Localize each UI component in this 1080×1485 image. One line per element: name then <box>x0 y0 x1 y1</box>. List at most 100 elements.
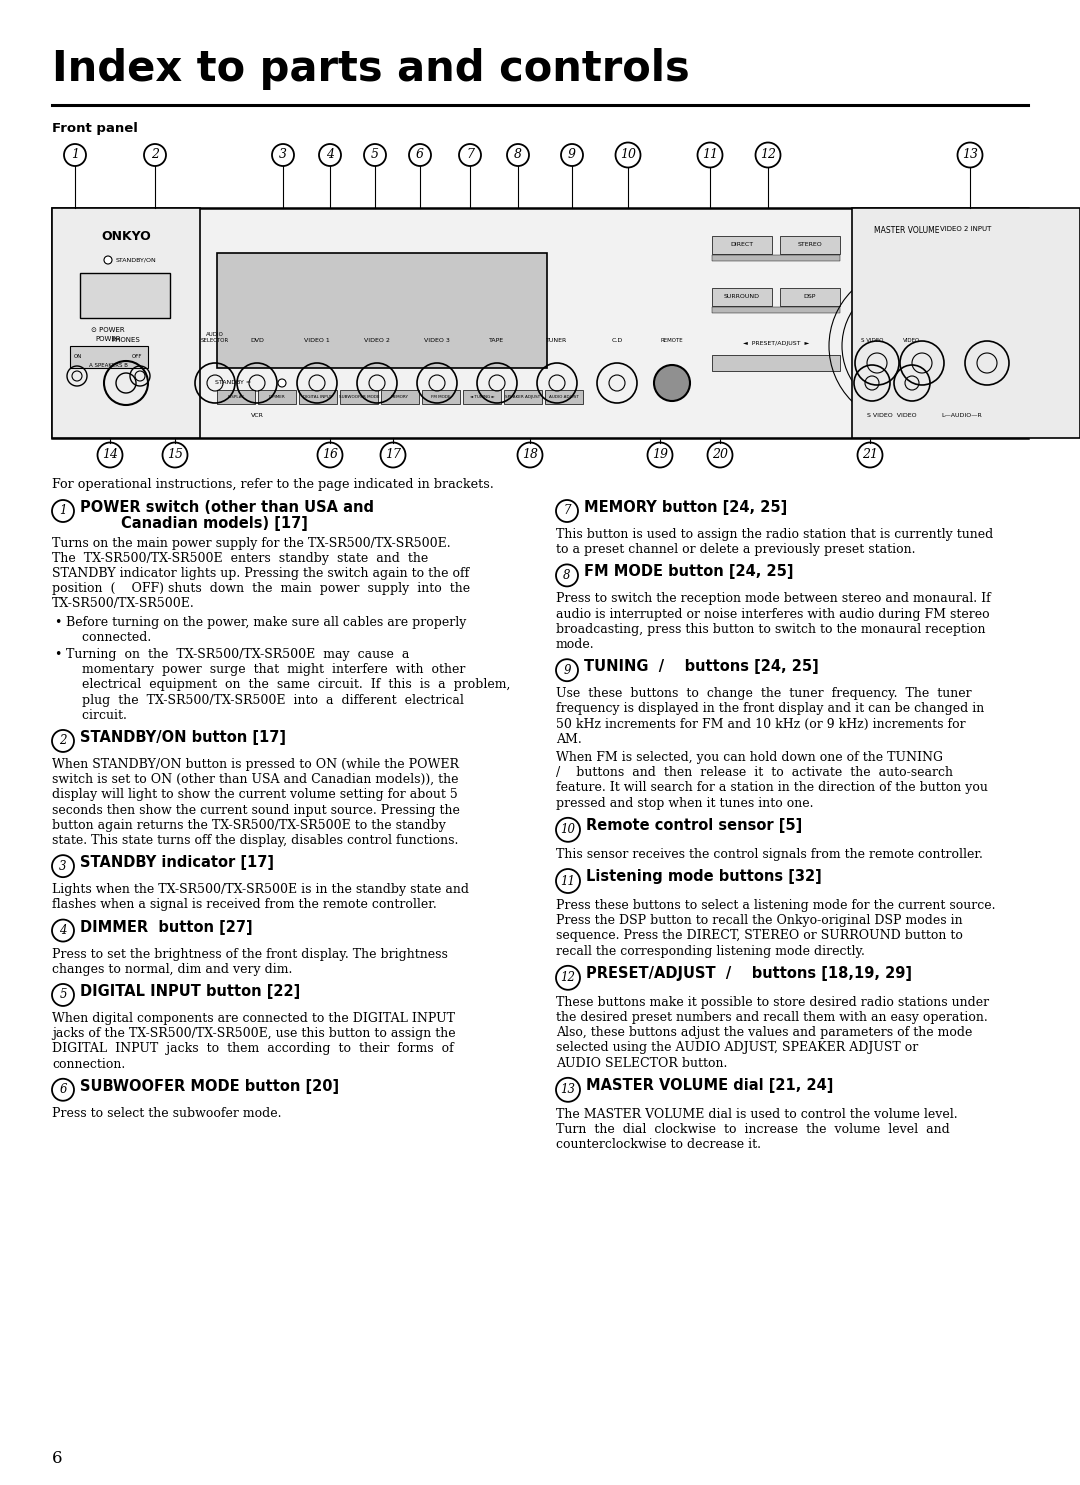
Text: STANDBY/ON button [17]: STANDBY/ON button [17] <box>80 731 286 745</box>
Text: 20: 20 <box>712 448 728 462</box>
Text: C.D: C.D <box>611 339 623 343</box>
Text: ⊙ POWER: ⊙ POWER <box>91 327 125 333</box>
Text: SURROUND: SURROUND <box>724 294 760 300</box>
Text: 15: 15 <box>167 448 183 462</box>
Text: PRESET/ADJUST  /    buttons [18,19, 29]: PRESET/ADJUST / buttons [18,19, 29] <box>586 965 912 980</box>
Text: When STANDBY/ON button is pressed to ON (while the POWER: When STANDBY/ON button is pressed to ON … <box>52 757 459 771</box>
Text: STEREO: STEREO <box>798 242 822 248</box>
Text: mode.: mode. <box>556 639 595 650</box>
Text: display will light to show the current volume setting for about 5: display will light to show the current v… <box>52 789 458 802</box>
Text: DIGITAL INPUT button [22]: DIGITAL INPUT button [22] <box>80 985 300 999</box>
Text: 2: 2 <box>151 148 159 162</box>
Text: switch is set to ON (other than USA and Canadian models)), the: switch is set to ON (other than USA and … <box>52 774 459 786</box>
Text: S VIDEO  VIDEO: S VIDEO VIDEO <box>867 413 917 417</box>
Circle shape <box>104 255 112 264</box>
Text: 6: 6 <box>59 1083 67 1096</box>
Text: 7: 7 <box>564 505 570 517</box>
Text: changes to normal, dim and very dim.: changes to normal, dim and very dim. <box>52 962 293 976</box>
Text: L—AUDIO—R: L—AUDIO—R <box>942 413 983 417</box>
Text: audio is interrupted or noise interferes with audio during FM stereo: audio is interrupted or noise interferes… <box>556 607 989 621</box>
Text: Use  these  buttons  to  change  the  tuner  frequency.  The  tuner: Use these buttons to change the tuner fr… <box>556 688 972 701</box>
Bar <box>712 355 840 371</box>
Text: MASTER VOLUME: MASTER VOLUME <box>874 226 940 235</box>
Text: 14: 14 <box>102 448 118 462</box>
Text: TX-SR500/TX-SR500E.: TX-SR500/TX-SR500E. <box>52 597 194 610</box>
Text: 18: 18 <box>522 448 538 462</box>
Text: TUNING  /    buttons [24, 25]: TUNING / buttons [24, 25] <box>584 659 819 674</box>
Bar <box>780 288 840 306</box>
Bar <box>381 391 419 404</box>
Text: AUDIO SELECTOR button.: AUDIO SELECTOR button. <box>556 1057 727 1069</box>
Text: POWER: POWER <box>95 336 121 342</box>
Text: Turning  on  the  TX-SR500/TX-SR500E  may  cause  a: Turning on the TX-SR500/TX-SR500E may ca… <box>66 647 409 661</box>
Text: MASTER VOLUME dial [21, 24]: MASTER VOLUME dial [21, 24] <box>586 1078 834 1093</box>
Bar <box>545 391 583 404</box>
Text: FM MODE button [24, 25]: FM MODE button [24, 25] <box>584 564 794 579</box>
Text: ONKYO: ONKYO <box>102 230 151 244</box>
Text: state. This state turns off the display, disables control functions.: state. This state turns off the display,… <box>52 835 458 846</box>
Text: Turns on the main power supply for the TX-SR500/TX-SR500E.: Turns on the main power supply for the T… <box>52 536 450 549</box>
Text: VCR: VCR <box>251 413 264 417</box>
Text: For operational instructions, refer to the page indicated in brackets.: For operational instructions, refer to t… <box>52 478 494 492</box>
Text: 11: 11 <box>561 875 576 888</box>
Text: circuit.: circuit. <box>66 708 126 722</box>
Bar <box>712 255 840 261</box>
Text: VIDEO: VIDEO <box>903 339 920 343</box>
Text: sequence. Press the DIRECT, STEREO or SURROUND button to: sequence. Press the DIRECT, STEREO or SU… <box>556 930 963 943</box>
Text: Lights when the TX-SR500/TX-SR500E is in the standby state and: Lights when the TX-SR500/TX-SR500E is in… <box>52 884 469 895</box>
Text: The MASTER VOLUME dial is used to control the volume level.: The MASTER VOLUME dial is used to contro… <box>556 1108 958 1121</box>
Text: counterclockwise to decrease it.: counterclockwise to decrease it. <box>556 1138 761 1151</box>
Text: 9: 9 <box>568 148 576 162</box>
Text: 10: 10 <box>620 148 636 162</box>
Text: 5: 5 <box>59 989 67 1001</box>
Bar <box>80 273 170 318</box>
Text: 4: 4 <box>59 924 67 937</box>
Text: frequency is displayed in the front display and it can be changed in: frequency is displayed in the front disp… <box>556 702 984 716</box>
Text: STANDBY indicator [17]: STANDBY indicator [17] <box>80 855 274 870</box>
Text: •: • <box>54 647 62 661</box>
Bar <box>712 288 772 306</box>
Text: 6: 6 <box>416 148 424 162</box>
Text: FM MODE: FM MODE <box>431 395 450 399</box>
Text: ON: ON <box>75 355 82 359</box>
Text: DIGITAL INPUT: DIGITAL INPUT <box>303 395 333 399</box>
Text: to a preset channel or delete a previously preset station.: to a preset channel or delete a previous… <box>556 544 916 557</box>
Text: 2: 2 <box>59 735 67 747</box>
Text: 10: 10 <box>561 823 576 836</box>
Text: This sensor receives the control signals from the remote controller.: This sensor receives the control signals… <box>556 848 983 861</box>
Text: /    buttons  and  then  release  it  to  activate  the  auto-search: / buttons and then release it to activat… <box>556 766 953 780</box>
Text: AUDIO
SELECTOR: AUDIO SELECTOR <box>201 333 229 343</box>
Text: position  (    OFF) shuts  down  the  main  power  supply  into  the: position ( OFF) shuts down the main powe… <box>52 582 470 595</box>
Text: A SPEAKERS B: A SPEAKERS B <box>89 362 127 368</box>
Text: TAPE: TAPE <box>489 339 504 343</box>
Text: S VIDEO: S VIDEO <box>861 339 883 343</box>
Text: 3: 3 <box>279 148 287 162</box>
Text: AM.: AM. <box>556 732 582 745</box>
Text: REMOTE: REMOTE <box>661 339 684 343</box>
Bar <box>52 208 1028 438</box>
Text: 13: 13 <box>561 1083 576 1096</box>
Text: OFF: OFF <box>132 355 141 359</box>
Text: VIDEO 2 INPUT: VIDEO 2 INPUT <box>941 226 991 232</box>
Bar <box>422 391 460 404</box>
Text: the desired preset numbers and recall them with an easy operation.: the desired preset numbers and recall th… <box>556 1011 988 1025</box>
Text: 11: 11 <box>702 148 718 162</box>
Text: SUBWOOFER MODE button [20]: SUBWOOFER MODE button [20] <box>80 1078 339 1094</box>
Text: SUBWOOFER MODE: SUBWOOFER MODE <box>339 395 379 399</box>
Text: 1: 1 <box>59 505 67 517</box>
Text: 8: 8 <box>514 148 522 162</box>
Text: Turn  the  dial  clockwise  to  increase  the  volume  level  and: Turn the dial clockwise to increase the … <box>556 1123 949 1136</box>
Text: Press to switch the reception mode between stereo and monaural. If: Press to switch the reception mode betwe… <box>556 593 990 606</box>
Text: 19: 19 <box>652 448 669 462</box>
Text: button again returns the TX-SR500/TX-SR500E to the standby: button again returns the TX-SR500/TX-SR5… <box>52 818 446 832</box>
Text: 4: 4 <box>326 148 334 162</box>
Text: 5: 5 <box>372 148 379 162</box>
Text: DIMMER  button [27]: DIMMER button [27] <box>80 919 253 934</box>
Text: VIDEO 1: VIDEO 1 <box>305 339 329 343</box>
Bar <box>217 252 546 368</box>
Text: Also, these buttons adjust the values and parameters of the mode: Also, these buttons adjust the values an… <box>556 1026 972 1040</box>
Text: STANDBY/ON: STANDBY/ON <box>116 257 157 263</box>
Text: feature. It will search for a station in the direction of the button you: feature. It will search for a station in… <box>556 781 988 794</box>
Bar <box>217 391 255 404</box>
Text: POWER switch (other than USA and: POWER switch (other than USA and <box>80 500 374 515</box>
